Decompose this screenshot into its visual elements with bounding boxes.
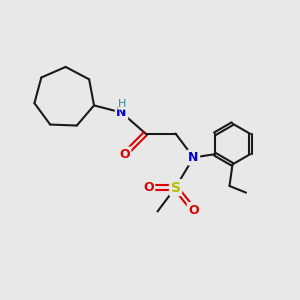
Text: S: S (170, 181, 181, 194)
Text: H: H (118, 99, 126, 109)
Text: O: O (119, 148, 130, 161)
Text: N: N (188, 151, 199, 164)
Text: O: O (143, 181, 154, 194)
Text: O: O (188, 203, 199, 217)
Text: N: N (116, 106, 127, 119)
